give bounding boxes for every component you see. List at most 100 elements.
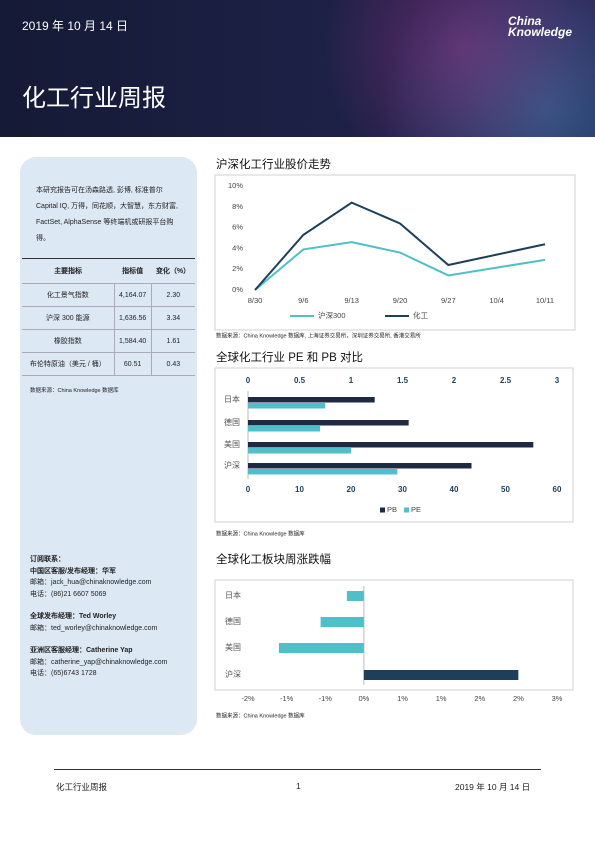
table-cell: 橡胶指数 [22, 329, 115, 353]
top-tick-label: 0.5 [294, 376, 306, 385]
bar [320, 617, 364, 627]
chart-source: 数据来源：China Knowledge 数据库, 上海证券交易所，深圳证券交易… [216, 331, 421, 339]
legend-swatch [380, 507, 385, 513]
bar [248, 397, 375, 403]
table-source: 数据来源：China Knowledge 数据库 [30, 388, 119, 394]
table-cell: 4,164.07 [113, 283, 152, 307]
bar [248, 469, 398, 475]
bar [278, 643, 364, 653]
table-header-cell: 主要指标 [22, 258, 115, 284]
top-tick-label: 2.5 [500, 376, 512, 385]
chart-frame [214, 579, 574, 691]
table-cell: 1,584.40 [113, 329, 152, 353]
table-body: 化工景气指数 4,164.07 2.30 沪深 300 能源 1,636.56 3.34 橡… [22, 283, 195, 376]
category-label: 沪深 [225, 669, 241, 679]
bottom-tick-label: 30 [398, 485, 407, 494]
y-tick-label: 0% [232, 285, 243, 294]
series-line [254, 241, 546, 291]
bottom-tick-label: 40 [450, 485, 459, 494]
bottom-tick-label: 20 [347, 485, 356, 494]
table-row: 沪深 300 能源 1,636.56 3.34 [22, 306, 195, 330]
contact-phone: 电话：(86)21 6607 5069 [30, 590, 107, 598]
top-tick-label: 1 [349, 376, 354, 385]
table-row: 化工景气指数 4,164.07 2.30 [22, 283, 195, 307]
series-line [254, 201, 546, 291]
x-tick-label: 2% [474, 694, 485, 703]
contact-email: 邮箱：catherine_yap@chinaknowledge.com [30, 658, 168, 666]
bar [346, 591, 364, 601]
category-label: 沪深 [224, 460, 240, 470]
top-tick-label: 2 [452, 376, 457, 385]
category-label: 美国 [225, 642, 241, 652]
table-header-cell: 指标值 [114, 258, 152, 284]
chart-title: 全球化工板块周涨跌幅 [216, 552, 331, 566]
footer-line [54, 769, 541, 770]
contacts: 订阅联系： 中国区客服/发布经理：华军邮箱：jack_hua@chinaknow… [30, 554, 167, 680]
y-tick-label: 6% [232, 223, 243, 232]
top-tick-label: 1.5 [397, 376, 409, 385]
bar [248, 426, 321, 432]
bottom-tick-label: 50 [501, 485, 510, 494]
bar [248, 420, 409, 426]
intro-text: 本研究报告可在汤森路透, 彭博, 标准普尔 Capital IQ, 万得，同花顺… [36, 187, 178, 242]
x-tick-label: 9/20 [393, 296, 408, 305]
report-title: 化工行业周报 [22, 85, 166, 112]
indicator-table: 主要指标 指标值 变化（%） 化工景气指数 4,164.07 2.30 沪深 300 能源… [22, 258, 195, 376]
chart-source: 数据来源：China Knowledge 数据库 [216, 529, 305, 537]
chart-frame [214, 174, 576, 331]
contact-email: 邮箱：jack_hua@chinaknowledge.com [30, 579, 152, 586]
x-tick-label: 9/13 [344, 296, 359, 305]
y-tick-label: 2% [232, 264, 243, 273]
table-cell: 沪深 300 能源 [22, 306, 115, 330]
bottom-tick-label: 0 [246, 485, 251, 494]
top-tick-label: 0 [246, 376, 251, 385]
y-tick-label: 4% [232, 243, 243, 252]
x-tick-label: -1% [319, 694, 333, 703]
legend-label: PE [411, 505, 421, 514]
bar [248, 448, 351, 454]
logo-line: Knowledge [508, 25, 573, 39]
x-tick-label: 9/27 [441, 296, 456, 305]
table-cell: 1,636.56 [113, 306, 152, 330]
footer-right: 2019 年 10 月 14 日 [455, 782, 531, 792]
category-label: 德国 [225, 616, 241, 626]
category-label: 日本 [224, 394, 240, 404]
contact-email: 邮箱：ted_worley@chinaknowledge.com [30, 624, 158, 632]
table-cell: 化工景气指数 [22, 283, 115, 307]
x-tick-label: 8/30 [248, 296, 263, 305]
x-tick-label: 2% [513, 694, 524, 703]
logo-line: China [508, 14, 542, 28]
table-cell: 2.30 [150, 283, 195, 307]
category-label: 德国 [224, 417, 240, 427]
contacts-heading: 订阅联系： [30, 556, 65, 563]
top-tick-label: 3 [555, 376, 560, 385]
table-row: 布伦特原油（美元 / 桶） 60.51 0.43 [22, 352, 195, 376]
chart-frame [214, 367, 574, 523]
table-row: 橡胶指数 1,584.40 1.61 [22, 329, 195, 353]
legend-swatch [404, 507, 409, 513]
contact-role: 中国区客服/发布经理：华军 [30, 567, 116, 575]
legend-label: PB [387, 505, 397, 514]
chart-title: 全球化工行业 PE 和 PB 对比 [216, 350, 363, 364]
bottom-tick-label: 10 [295, 485, 304, 494]
legend-label: 化工 [413, 310, 428, 320]
chart-source: 数据来源：China Knowledge 数据库 [216, 711, 305, 719]
table-cell: 3.34 [150, 306, 195, 330]
x-tick-label: 3% [552, 694, 563, 703]
bar [248, 442, 534, 448]
legend-label: 沪深300 [318, 310, 346, 320]
table-cell: 1.61 [150, 329, 195, 353]
bottom-tick-label: 60 [553, 485, 562, 494]
logo: China Knowledge [508, 14, 573, 39]
bar [248, 463, 472, 469]
bar [248, 403, 326, 409]
table-cell: 0.43 [150, 352, 195, 376]
x-tick-label: -2% [241, 694, 255, 703]
chart-title: 沪深化工行业股价走势 [216, 157, 331, 171]
table-cell: 布伦特原油（美元 / 桶） [22, 352, 115, 376]
sidebar [20, 157, 197, 735]
x-tick-label: 1% [397, 694, 408, 703]
contact-role: 全球发布经理：Ted Worley [30, 613, 117, 620]
